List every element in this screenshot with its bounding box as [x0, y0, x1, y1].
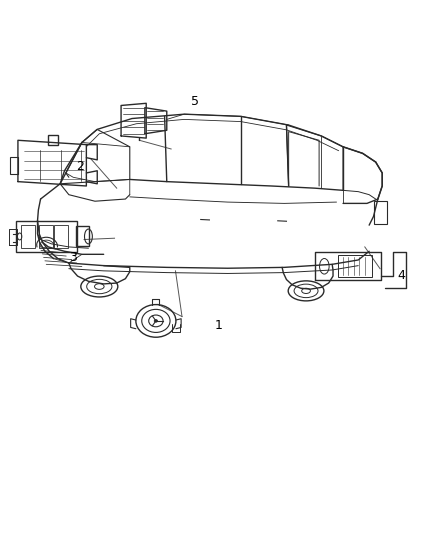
- Ellipse shape: [154, 320, 158, 322]
- Text: 1: 1: [215, 319, 223, 332]
- Text: 4: 4: [398, 269, 406, 282]
- Text: 3: 3: [69, 251, 77, 264]
- Text: 2: 2: [76, 160, 84, 173]
- Text: 5: 5: [191, 95, 199, 108]
